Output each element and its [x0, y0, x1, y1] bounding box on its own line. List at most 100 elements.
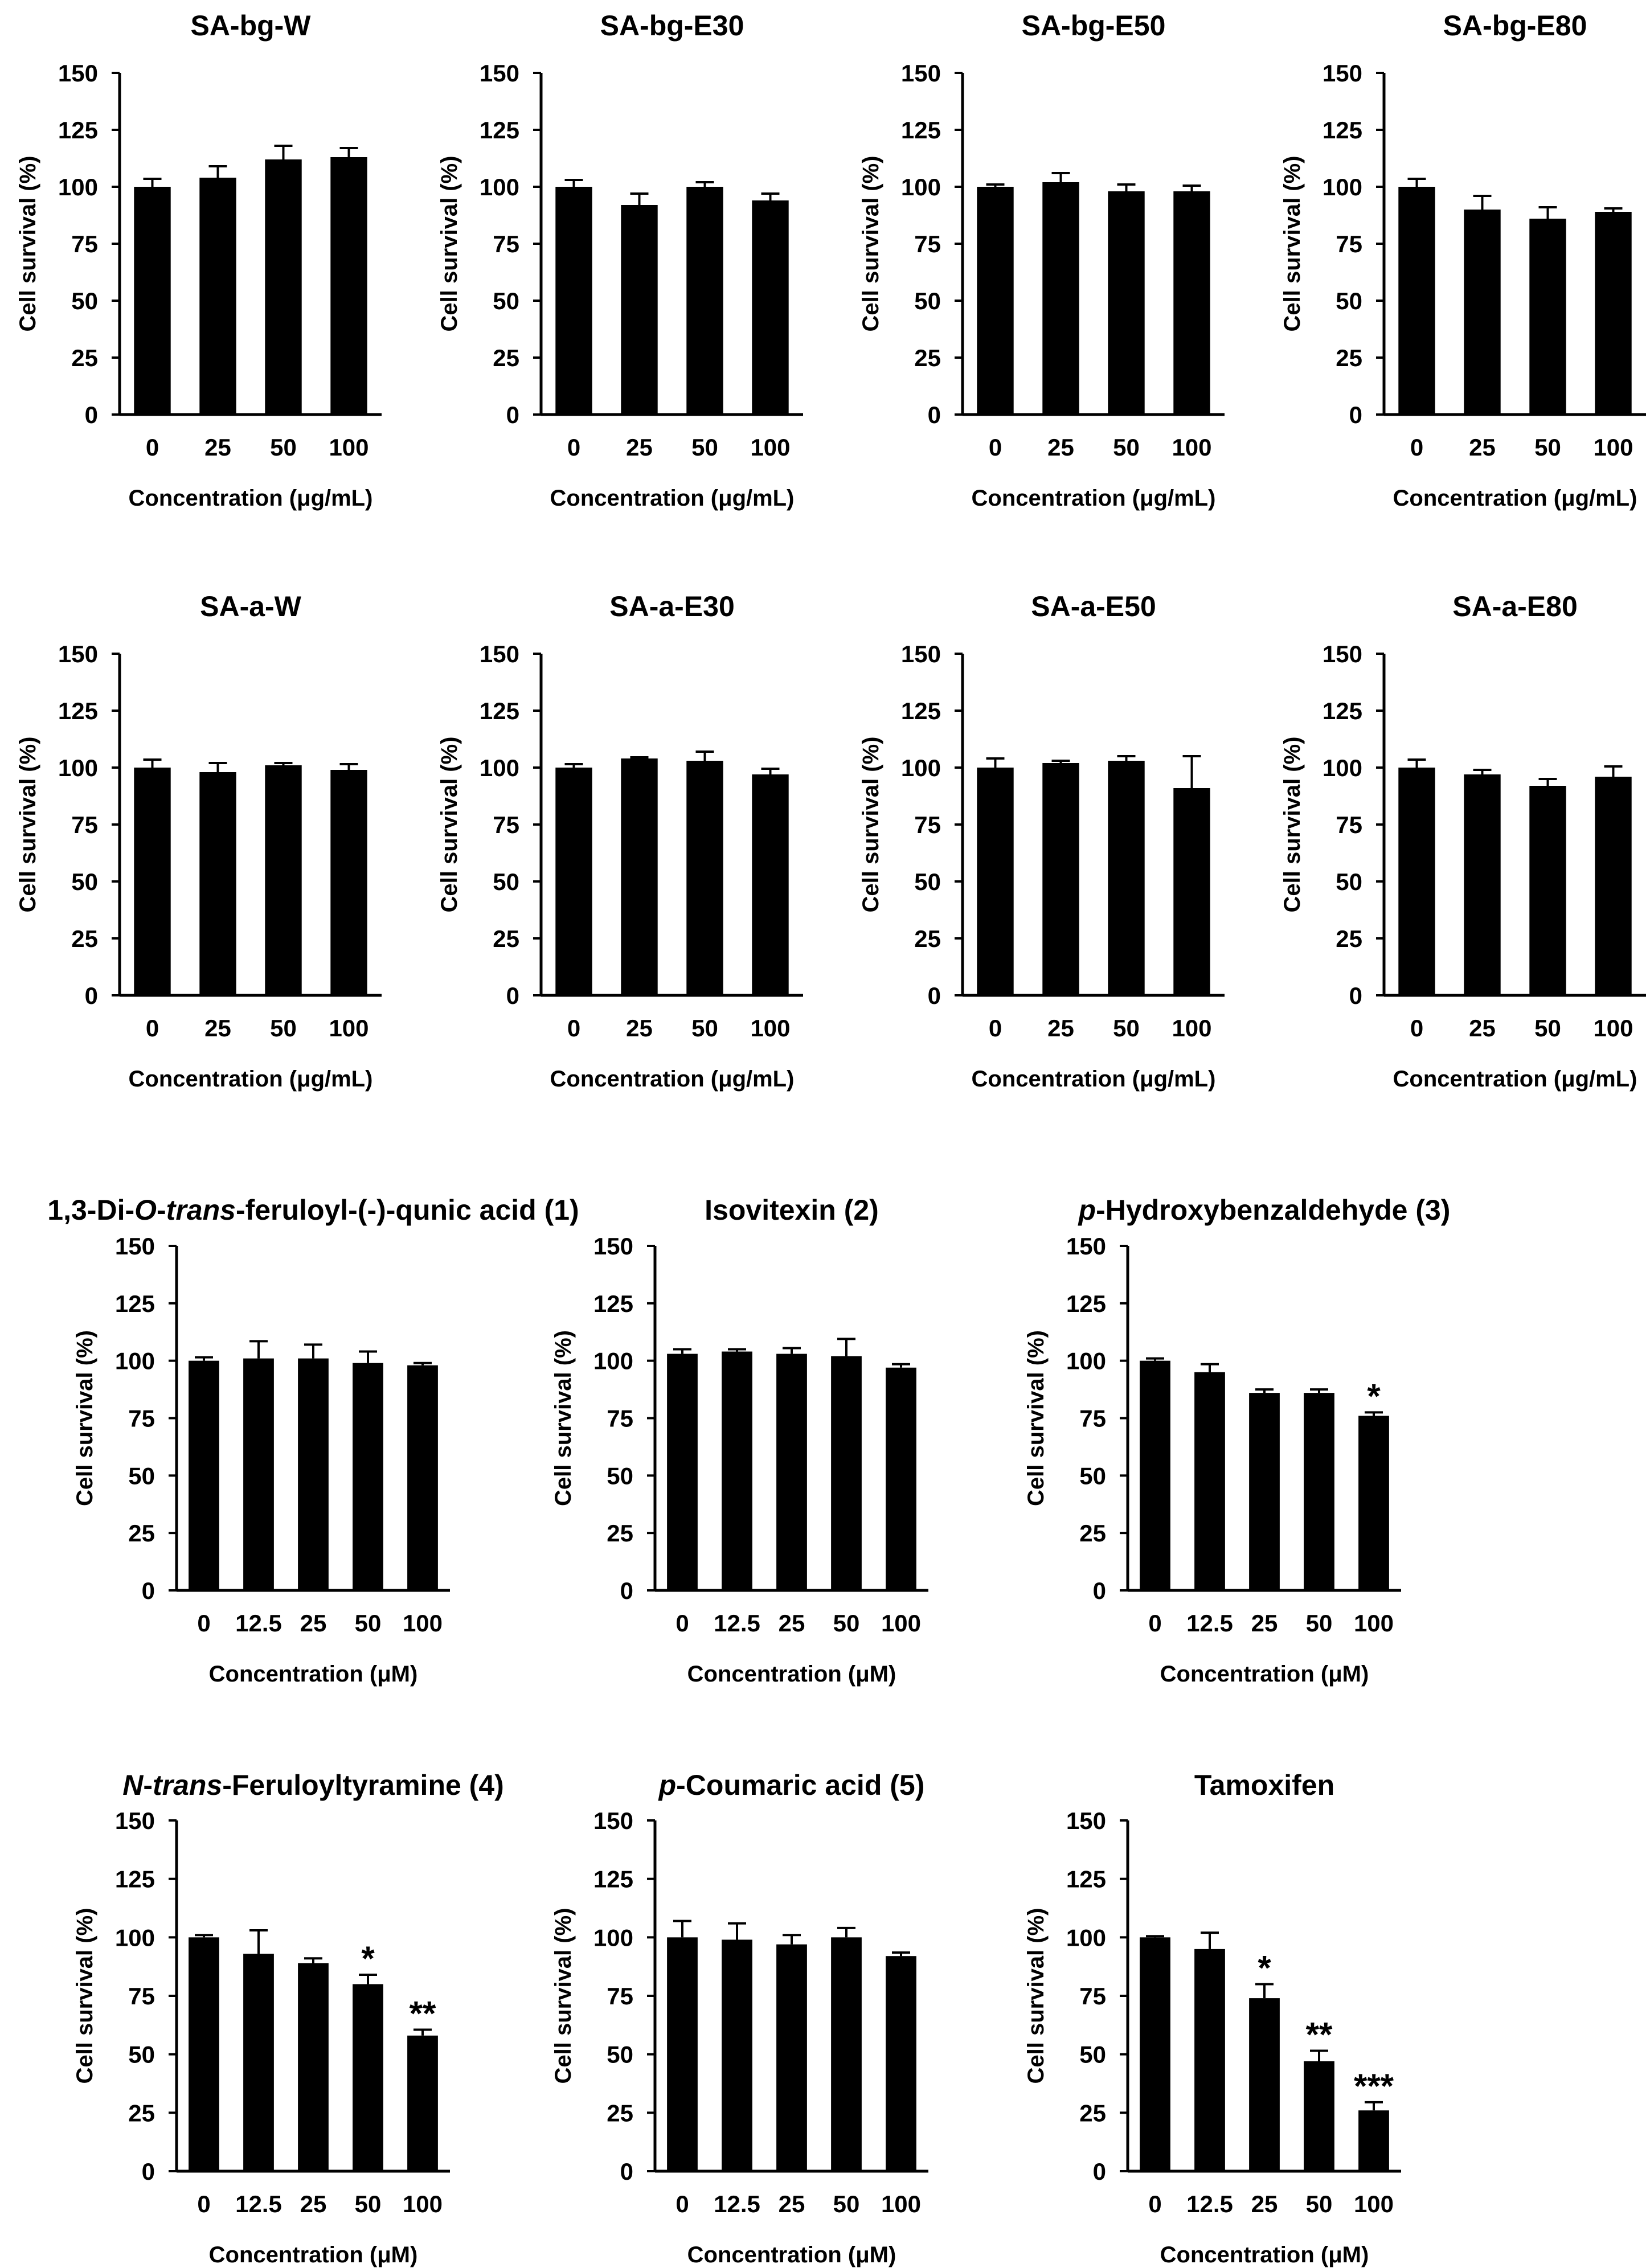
- bar: [134, 187, 171, 415]
- chart-panel: 1,3-Di-O-trans-feruloyl-(-)-qunic acid (…: [47, 1194, 579, 1687]
- x-tick-label: 100: [881, 2191, 921, 2217]
- y-tick-label: 150: [593, 1807, 633, 1834]
- y-axis-label: Cell survival (%): [551, 1908, 576, 2084]
- bar: [407, 2035, 438, 2171]
- y-tick-label: 125: [593, 1290, 633, 1317]
- bar: [1108, 191, 1145, 415]
- y-tick-label: 25: [1336, 344, 1362, 371]
- y-tick-label: 125: [901, 698, 941, 724]
- x-tick-label: 25: [779, 1610, 805, 1637]
- y-axis-label: Cell survival (%): [1280, 736, 1305, 912]
- bar: [1398, 187, 1435, 415]
- chart-title-part: p: [658, 1769, 677, 1801]
- y-tick-label: 75: [71, 811, 98, 838]
- x-tick-label: 25: [1469, 1015, 1496, 1041]
- x-tick-label: 0: [1148, 1610, 1161, 1637]
- y-tick-label: 100: [58, 174, 98, 200]
- y-tick-label: 150: [480, 60, 519, 87]
- bar: [1304, 2061, 1334, 2171]
- bar: [1304, 1393, 1334, 1590]
- x-tick-label: 0: [1410, 1015, 1423, 1041]
- y-axis-label: Cell survival (%): [551, 1330, 576, 1506]
- chart-panel: SA-bg-W 0 25 50 75 100 125 150 0 25 50 100 Concentra…: [15, 10, 382, 511]
- y-tick-label: 75: [1336, 811, 1362, 838]
- y-tick-label: 125: [1323, 698, 1362, 724]
- significance-marker: *: [1258, 1949, 1271, 1987]
- y-axis-label: Cell survival (%): [15, 155, 40, 331]
- x-tick-label: 100: [1593, 434, 1633, 461]
- y-tick-label: 150: [58, 641, 98, 667]
- x-tick-label: 0: [197, 2191, 210, 2217]
- chart-title-part: SA-bg-W: [190, 10, 311, 42]
- x-tick-label: 0: [675, 1610, 689, 1637]
- x-tick-label: 25: [1251, 2191, 1278, 2217]
- bar: [977, 187, 1014, 415]
- x-tick-label: 0: [197, 1610, 210, 1637]
- chart-title-part: Isovitexin (2): [705, 1194, 879, 1226]
- y-tick-label: 25: [71, 925, 98, 952]
- y-tick-label: 150: [115, 1233, 155, 1260]
- x-tick-label: 100: [750, 1015, 790, 1041]
- y-tick-label: 75: [607, 1983, 633, 2009]
- y-tick-label: 75: [607, 1405, 633, 1432]
- y-tick-label: 125: [1066, 1290, 1106, 1317]
- chart-title: SA-a-E50: [1031, 590, 1156, 622]
- bar: [1398, 768, 1435, 995]
- y-tick-label: 25: [128, 1520, 155, 1547]
- y-tick-label: 100: [1323, 174, 1362, 200]
- bar: [977, 768, 1014, 995]
- chart-panel: p-Coumaric acid (5) 0 25 50 75 100 125 150 0 12.5…: [551, 1769, 928, 2267]
- bar: [1595, 777, 1632, 995]
- y-tick-label: 75: [128, 1405, 155, 1432]
- y-tick-label: 125: [1323, 117, 1362, 143]
- bar: [667, 1354, 698, 1590]
- chart-panel: SA-a-E50 0 25 50 75 100 125 150 0 25 50 100 Concentr…: [858, 590, 1225, 1092]
- y-tick-label: 0: [1093, 1577, 1106, 1604]
- x-tick-label: 100: [329, 434, 369, 461]
- x-axis-label: Concentration (μM): [209, 1662, 418, 1687]
- significance-marker: *: [1367, 1377, 1381, 1415]
- y-tick-label: 125: [58, 117, 98, 143]
- chart-title-part: -Hydroxybenzaldehyde (3): [1096, 1194, 1450, 1226]
- y-tick-label: 150: [1066, 1807, 1106, 1834]
- chart-title: p-Coumaric acid (5): [658, 1769, 925, 1801]
- y-axis-label: Cell survival (%): [72, 1908, 97, 2084]
- x-tick-label: 100: [750, 434, 790, 461]
- x-tick-label: 50: [355, 1610, 382, 1637]
- y-tick-label: 0: [620, 1577, 633, 1604]
- x-tick-label: 50: [691, 434, 718, 461]
- chart-title: 1,3-Di-O-trans-feruloyl-(-)-qunic acid (…: [47, 1194, 579, 1226]
- y-tick-label: 50: [1336, 868, 1362, 895]
- x-tick-label: 100: [881, 1610, 921, 1637]
- y-tick-label: 0: [1349, 982, 1362, 1009]
- y-tick-label: 100: [480, 754, 519, 781]
- bar: [886, 1367, 916, 1590]
- x-tick-label: 25: [1047, 434, 1074, 461]
- bar: [1042, 763, 1079, 995]
- x-tick-label: 25: [204, 1015, 231, 1041]
- bar: [1042, 182, 1079, 415]
- y-tick-label: 0: [506, 401, 519, 428]
- y-axis-label: Cell survival (%): [1023, 1908, 1049, 2084]
- x-tick-label: 25: [1047, 1015, 1074, 1041]
- y-tick-label: 50: [1079, 2041, 1106, 2068]
- bar: [298, 1963, 329, 2171]
- chart-title-part: -: [143, 1769, 153, 1801]
- bar: [1595, 212, 1632, 415]
- chart-title-part: -Feruloyltyramine (4): [222, 1769, 504, 1801]
- bar: [189, 1360, 219, 1590]
- bar: [1140, 1937, 1170, 2171]
- y-axis-label: Cell survival (%): [437, 155, 462, 331]
- y-tick-label: 25: [914, 344, 941, 371]
- bar: [1529, 786, 1566, 995]
- y-tick-label: 100: [1066, 1348, 1106, 1375]
- y-tick-label: 75: [493, 231, 519, 257]
- x-tick-label: 25: [779, 2191, 805, 2217]
- y-tick-label: 0: [85, 401, 98, 428]
- bar: [555, 187, 592, 415]
- chart-title-part: 1,3-Di-: [47, 1194, 134, 1226]
- y-tick-label: 25: [71, 344, 98, 371]
- chart-panel: SA-a-E80 0 25 50 75 100 125 150 0 25 50 100 Concentr…: [1280, 590, 1646, 1092]
- y-axis-label: Cell survival (%): [72, 1330, 97, 1506]
- bar: [1358, 2110, 1389, 2171]
